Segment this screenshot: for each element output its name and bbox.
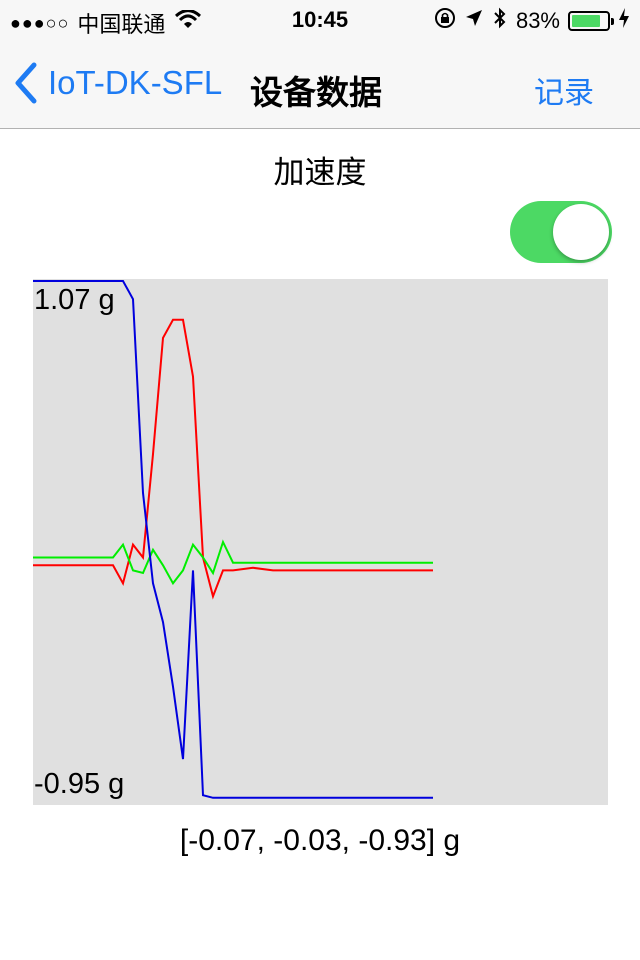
- chart-plot: [33, 280, 433, 799]
- chevron-left-icon: [15, 62, 37, 104]
- orientation-lock-icon: [434, 7, 456, 35]
- section-title: 加速度: [273, 155, 367, 190]
- status-left: ●●●○○ 中国联通: [10, 7, 202, 39]
- series-line-2: [33, 280, 433, 799]
- battery-icon: [568, 11, 614, 31]
- bluetooth-icon: [492, 7, 508, 35]
- chart-min-label: -0.95 g: [34, 768, 125, 800]
- battery-nub: [611, 18, 614, 25]
- battery-fill: [572, 15, 601, 27]
- acceleration-readout: [-0.07, -0.03, -0.93] g: [179, 824, 461, 857]
- record-button[interactable]: 记录: [534, 77, 594, 110]
- acceleration-chart: [33, 279, 608, 805]
- series-line-0: [33, 318, 433, 600]
- back-button[interactable]: IoT-DK-SFL: [14, 62, 222, 104]
- page-title: 设备数据: [250, 74, 382, 111]
- acceleration-toggle[interactable]: [510, 201, 612, 263]
- back-button-label: IoT-DK-SFL: [48, 64, 223, 101]
- signal-strength-icon: ●●●○○: [10, 12, 70, 33]
- toggle-knob: [553, 204, 609, 260]
- charging-icon: [618, 7, 630, 35]
- status-right: 83%: [434, 7, 630, 35]
- battery-percent: 83%: [515, 8, 560, 33]
- carrier-name: 中国联通: [77, 12, 166, 37]
- chart-max-label: 1.07 g: [34, 284, 115, 316]
- status-time: 10:45: [291, 7, 349, 32]
- navigation-bar: IoT-DK-SFL 设备数据 记录: [0, 40, 640, 129]
- status-bar: ●●●○○ 中国联通 10:45 83%: [0, 0, 640, 40]
- wifi-icon: [175, 9, 202, 36]
- location-icon: [464, 8, 484, 34]
- series-line-1: [33, 539, 433, 586]
